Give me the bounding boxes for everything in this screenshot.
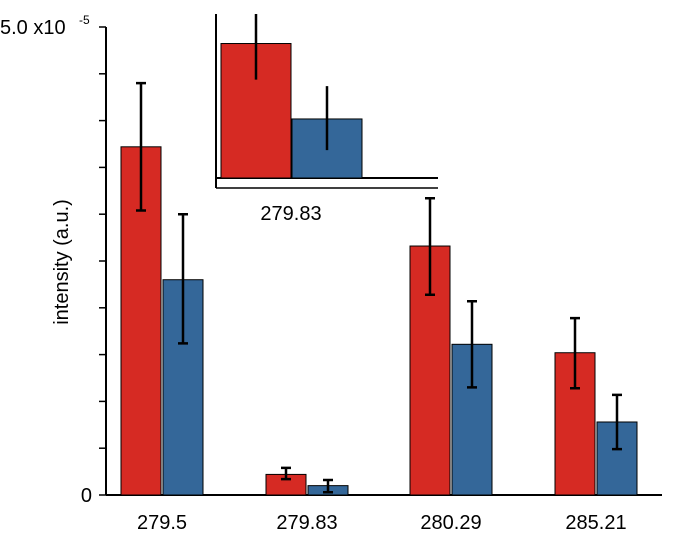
error-bar-279.83-s1 bbox=[281, 466, 291, 481]
main-plot: 0 5.0 x10 -5 intensity (a.u.) 279.5 279.83 280… bbox=[0, 13, 662, 534]
x-tick-label-279.83: 279.83 bbox=[276, 512, 337, 534]
y-tick-label-zero: 0 bbox=[81, 485, 92, 507]
error-bar-285.21-s1 bbox=[570, 316, 580, 390]
inset-x-tick-label: 279.83 bbox=[260, 203, 321, 225]
x-tick-label-279.5: 279.5 bbox=[137, 512, 187, 534]
x-tick-label-285.21: 285.21 bbox=[565, 512, 626, 534]
error-bar-280.29-s2 bbox=[467, 299, 477, 389]
y-tick-label-max: 5.0 x10 bbox=[0, 17, 66, 39]
error-bar-279.83-s2 bbox=[323, 478, 333, 494]
error-bar-279.5-s1 bbox=[136, 81, 146, 212]
inset-plot: 279.83 bbox=[215, 14, 438, 225]
y-tick-label-max-exponent: -5 bbox=[79, 13, 90, 27]
error-bar-280.29-s1 bbox=[425, 197, 435, 296]
error-bar-285.21-s2 bbox=[612, 393, 622, 451]
y-axis-label: intensity (a.u.) bbox=[51, 199, 73, 325]
error-bar-279.5-s2 bbox=[178, 212, 188, 345]
x-tick-label-280.29: 280.29 bbox=[420, 512, 481, 534]
